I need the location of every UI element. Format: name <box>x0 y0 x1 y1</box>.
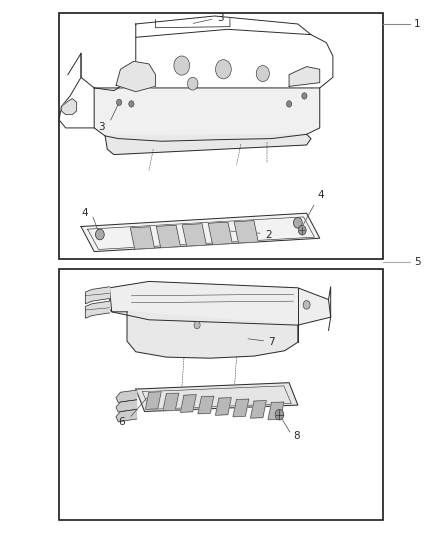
Polygon shape <box>131 227 155 249</box>
Circle shape <box>187 77 198 90</box>
Polygon shape <box>85 301 110 318</box>
Text: 6: 6 <box>118 417 125 427</box>
Polygon shape <box>81 213 320 252</box>
Polygon shape <box>289 67 320 86</box>
Polygon shape <box>234 221 258 243</box>
Polygon shape <box>198 396 214 414</box>
Polygon shape <box>156 225 180 248</box>
Circle shape <box>129 101 134 107</box>
Circle shape <box>95 229 104 240</box>
Circle shape <box>215 60 231 79</box>
Circle shape <box>302 93 307 99</box>
Polygon shape <box>127 312 298 358</box>
Polygon shape <box>208 222 232 245</box>
Polygon shape <box>116 409 137 422</box>
Polygon shape <box>110 281 331 325</box>
Text: 8: 8 <box>293 431 300 441</box>
Polygon shape <box>180 394 196 413</box>
Polygon shape <box>163 393 179 411</box>
Circle shape <box>303 301 310 309</box>
Polygon shape <box>61 99 77 115</box>
Circle shape <box>298 225 306 235</box>
Circle shape <box>256 66 269 82</box>
Polygon shape <box>94 88 320 141</box>
Polygon shape <box>116 390 137 402</box>
Circle shape <box>275 409 284 420</box>
Bar <box>59 13 383 259</box>
Circle shape <box>194 321 200 329</box>
Text: 1: 1 <box>414 19 420 29</box>
Polygon shape <box>251 401 266 418</box>
Polygon shape <box>116 400 137 412</box>
Polygon shape <box>145 392 161 409</box>
Polygon shape <box>85 287 110 304</box>
Text: 2: 2 <box>265 230 272 239</box>
Circle shape <box>293 217 302 228</box>
Polygon shape <box>215 398 231 415</box>
Circle shape <box>174 56 190 75</box>
Polygon shape <box>182 224 206 246</box>
Text: 4: 4 <box>318 190 324 200</box>
Text: 3: 3 <box>217 13 223 23</box>
Text: 3: 3 <box>99 122 105 132</box>
Polygon shape <box>105 134 311 155</box>
Polygon shape <box>233 399 249 417</box>
Circle shape <box>286 101 292 107</box>
Text: 4: 4 <box>81 208 88 218</box>
Circle shape <box>117 99 122 106</box>
Bar <box>59 269 383 520</box>
Text: 5: 5 <box>414 257 420 267</box>
Text: 7: 7 <box>268 337 275 347</box>
Polygon shape <box>268 402 284 419</box>
Polygon shape <box>116 61 155 92</box>
Polygon shape <box>136 383 298 411</box>
